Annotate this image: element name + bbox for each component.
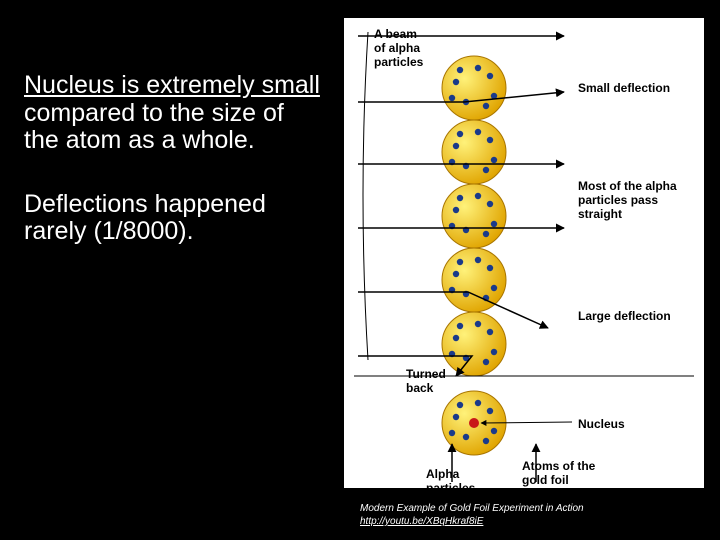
svg-text:particles: particles [374,55,424,69]
paragraph-nucleus-size: Nucleus is extremely small compared to t… [24,72,324,155]
gold-foil-diagram: A beamof alphaparticlesSmall deflectionM… [344,18,704,488]
footer-caption: Modern Example of Gold Foil Experiment i… [360,502,584,515]
svg-text:gold foil: gold foil [522,473,569,487]
svg-text:A beam: A beam [374,27,417,41]
left-text-block: Nucleus is extremely small compared to t… [24,72,324,246]
svg-text:particles pass: particles pass [578,193,658,207]
svg-text:Small deflection: Small deflection [578,81,670,95]
svg-text:Alpha: Alpha [426,467,460,481]
svg-text:Turned: Turned [406,367,446,381]
svg-text:straight: straight [578,207,622,221]
footer-link[interactable]: http://youtu.be/XBqHkraf8iE [360,515,584,528]
footer-caption-block: Modern Example of Gold Foil Experiment i… [360,502,584,528]
svg-text:Large deflection: Large deflection [578,309,671,323]
svg-text:Nucleus: Nucleus [578,417,625,431]
svg-text:back: back [406,381,434,395]
paragraph-deflections: Deflections happened rarely (1/8000). [24,191,324,246]
svg-text:of alpha: of alpha [374,41,420,55]
underlined-phrase: Nucleus is extremely small [24,71,320,99]
paragraph-1-rest: compared to the size of the atom as a wh… [24,99,284,155]
svg-text:Atoms of the: Atoms of the [522,459,596,473]
slide: Nucleus is extremely small compared to t… [0,0,720,540]
svg-text:particles: particles [426,481,476,488]
svg-text:Most of the alpha: Most of the alpha [578,179,677,193]
